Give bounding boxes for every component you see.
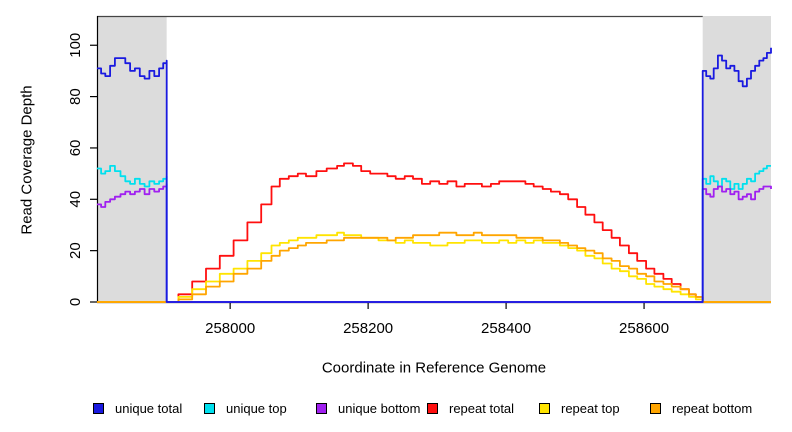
legend-label: repeat bottom [672,400,753,416]
legend-swatch-icon [316,402,327,414]
y-tick-label: 40 [67,191,84,208]
shaded-flank-region [97,16,167,302]
y-tick-label: 0 [67,298,84,306]
legend-swatch-icon [539,402,550,414]
legend-label: repeat total [449,400,515,416]
legend-swatch-icon [427,402,438,414]
legend-swatch-icon [93,402,104,414]
shaded-flank-region [702,16,771,302]
legend-item-unique-top: unique top [204,398,287,418]
x-tick-label: 258400 [481,320,531,337]
legend-item-repeat-top: repeat top [539,398,620,418]
x-axis-title: Coordinate in Reference Genome [321,359,547,377]
legend-swatch-icon [204,402,215,414]
legend-label: unique bottom [338,400,421,416]
y-tick-label: 80 [67,88,84,105]
y-tick-label: 100 [67,33,84,58]
y-tick-label: 60 [67,140,84,157]
series-line-repeat-total [97,162,771,303]
legend-label: repeat top [561,400,620,416]
legend-item-repeat-total: repeat total [427,398,514,418]
y-tick-label: 20 [67,242,84,259]
legend-swatch-icon [650,402,661,414]
x-tick-label: 258600 [619,320,669,337]
legend-item-unique-bottom: unique bottom [316,398,420,418]
legend-label: unique total [115,400,183,416]
series-line-repeat-top [97,231,771,303]
series-line-unique-total [97,47,772,303]
series-line-repeat-bottom [97,231,771,303]
legend-item-repeat-bottom: repeat bottom [650,398,752,418]
legend-label: unique top [226,400,287,416]
x-tick-label: 258200 [343,320,393,337]
x-tick-label: 258000 [205,320,255,337]
legend-item-unique-total: unique total [93,398,182,418]
legend: unique total unique top unique bottom repea… [0,398,792,420]
